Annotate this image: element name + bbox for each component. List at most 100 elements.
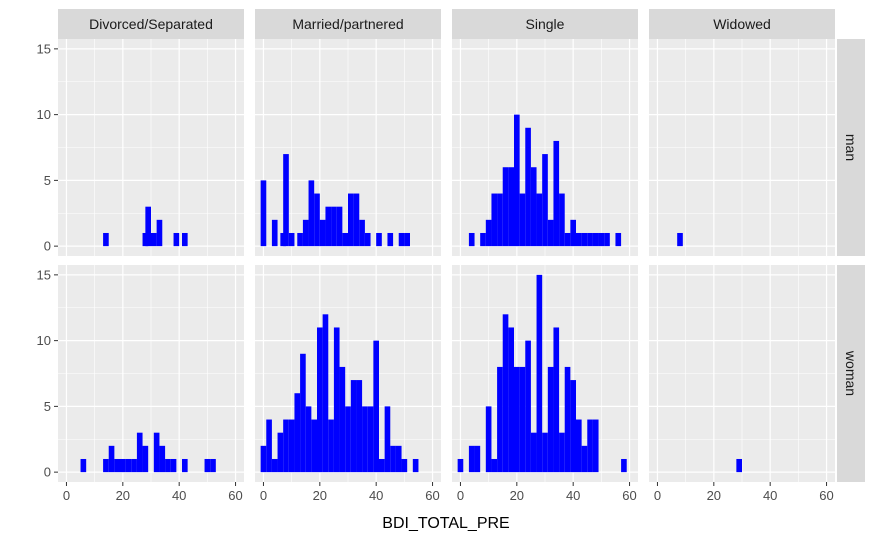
strip-label-married-partnered: Married/partnered bbox=[292, 16, 403, 32]
panel-man-married-partnered bbox=[255, 39, 441, 256]
y-tick-label: 0 bbox=[44, 239, 51, 254]
histogram-bar bbox=[322, 314, 329, 473]
histogram-bar bbox=[530, 167, 537, 247]
histogram-bar bbox=[384, 406, 391, 473]
histogram-bar bbox=[525, 340, 531, 473]
strip-woman bbox=[837, 265, 865, 482]
histogram-bar bbox=[514, 114, 520, 247]
x-tick-label: 60 bbox=[425, 488, 439, 503]
histogram-bar bbox=[333, 327, 340, 473]
histogram-bar bbox=[559, 432, 565, 473]
histogram-bar bbox=[570, 380, 576, 473]
histogram-bar bbox=[319, 219, 326, 247]
x-tick-label: 0 bbox=[457, 488, 464, 503]
histogram-bar bbox=[570, 219, 576, 247]
x-tick-label: 40 bbox=[566, 488, 580, 503]
histogram-bar bbox=[297, 232, 303, 247]
histogram-bar bbox=[491, 458, 498, 473]
histogram-bar bbox=[300, 353, 306, 473]
histogram-bar bbox=[308, 180, 315, 247]
strip-divorced-separated bbox=[58, 9, 244, 39]
histogram-bar bbox=[376, 232, 382, 247]
y-tick-label: 5 bbox=[44, 399, 51, 414]
histogram-bar bbox=[395, 445, 402, 473]
histogram-bar bbox=[581, 445, 588, 473]
histogram-bar bbox=[497, 366, 503, 473]
x-tick-label: 60 bbox=[819, 488, 833, 503]
strip-label-single: Single bbox=[526, 16, 565, 32]
histogram-bar bbox=[530, 432, 537, 473]
x-tick-label: 20 bbox=[510, 488, 524, 503]
histogram-bar bbox=[519, 366, 526, 473]
histogram-bar bbox=[542, 432, 548, 473]
panel-man-single bbox=[452, 39, 638, 256]
histogram-bar bbox=[339, 366, 346, 473]
histogram-bar bbox=[350, 380, 357, 473]
histogram-bar bbox=[302, 219, 309, 247]
histogram-bar bbox=[379, 458, 385, 473]
x-tick-label: 40 bbox=[172, 488, 186, 503]
histogram-bar bbox=[336, 206, 343, 247]
histogram-bar bbox=[474, 445, 481, 473]
histogram-bar bbox=[508, 167, 514, 247]
x-tick-label: 0 bbox=[260, 488, 267, 503]
histogram-bar bbox=[502, 314, 509, 473]
histogram-bar bbox=[559, 193, 565, 247]
panels-layer bbox=[58, 39, 835, 482]
histogram-bar bbox=[576, 232, 582, 247]
x-tick-label: 40 bbox=[763, 488, 777, 503]
histogram-bar bbox=[325, 206, 332, 247]
histogram-bar bbox=[359, 219, 365, 247]
panel-man-widowed bbox=[649, 39, 835, 256]
histogram-bar bbox=[170, 458, 177, 473]
y-tick-label: 0 bbox=[44, 465, 51, 480]
strip-married-partnered bbox=[255, 9, 441, 39]
y-tick-label: 15 bbox=[37, 267, 51, 282]
histogram-bar bbox=[514, 366, 520, 473]
panel-woman-single bbox=[452, 265, 638, 482]
histogram-bar bbox=[468, 445, 475, 473]
histogram-bar bbox=[182, 458, 188, 473]
histogram-bar bbox=[283, 419, 289, 473]
histogram-bar bbox=[485, 219, 492, 247]
histogram-bar bbox=[114, 458, 120, 473]
histogram-bar bbox=[468, 232, 475, 247]
strip-widowed bbox=[649, 9, 835, 39]
histogram-bar bbox=[266, 419, 272, 473]
strips-layer: Divorced/Separated Married/partnered Singl… bbox=[58, 9, 865, 482]
histogram-bar bbox=[80, 458, 87, 473]
histogram-bar bbox=[604, 232, 610, 247]
histogram-bar bbox=[404, 232, 410, 247]
x-axis-title: BDI_TOTAL_PRE bbox=[382, 515, 509, 532]
histogram-bar bbox=[103, 232, 109, 247]
histogram-bar bbox=[156, 219, 163, 247]
axes-layer: 0 5 10 15 0 5 10 15 0 20 40 60 0 20 40 60 0 20 40 60 0 20 40 60 bbox=[37, 41, 834, 503]
histogram-bar bbox=[173, 232, 180, 247]
histogram-bar bbox=[598, 232, 605, 247]
histogram-bar bbox=[497, 193, 503, 247]
x-tick-label: 60 bbox=[622, 488, 636, 503]
histogram-bar bbox=[283, 154, 289, 247]
histogram-bar bbox=[587, 232, 593, 247]
histogram-bar bbox=[401, 458, 408, 473]
histogram-bar bbox=[151, 232, 157, 247]
x-tick-label: 60 bbox=[228, 488, 242, 503]
histogram-bar bbox=[736, 458, 742, 473]
histogram-bar bbox=[342, 232, 348, 247]
histogram-bar bbox=[271, 458, 278, 473]
y-tick-label: 15 bbox=[37, 41, 51, 56]
strip-single bbox=[452, 9, 638, 39]
histogram-bar bbox=[587, 419, 593, 473]
histogram-bar bbox=[525, 127, 531, 247]
histogram-bar bbox=[615, 232, 622, 247]
histogram-bar bbox=[390, 445, 396, 473]
strip-label-man: man bbox=[843, 134, 859, 161]
histogram-bar bbox=[120, 458, 126, 473]
histogram-bar bbox=[165, 458, 171, 473]
x-tick-label: 20 bbox=[313, 488, 327, 503]
histogram-bar bbox=[288, 232, 295, 247]
histogram-bar bbox=[328, 419, 334, 473]
histogram-bar bbox=[553, 327, 560, 473]
histogram-bar bbox=[277, 432, 284, 473]
